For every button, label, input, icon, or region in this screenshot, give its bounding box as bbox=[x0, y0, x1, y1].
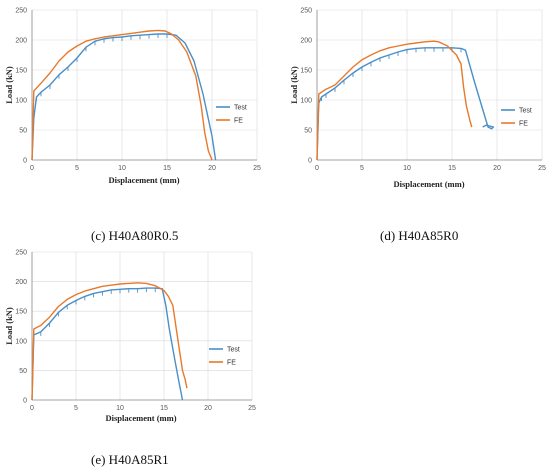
y-tick-label-d-2: 100 bbox=[300, 98, 312, 105]
series-line-fe-c bbox=[31, 29, 213, 161]
x-tick-label-c-3: 15 bbox=[163, 165, 171, 172]
chart-panel-d: 0 50 100 150 200 250 0 5 10 15 20 25 Test FE Load (kN… bbox=[285, 0, 550, 195]
x-tick-label-c-0: 0 bbox=[30, 165, 34, 172]
x-tick-label-e-2: 10 bbox=[116, 405, 124, 412]
plot-area-d: 0 50 100 150 200 250 0 5 10 15 20 25 Test FE bbox=[300, 8, 546, 173]
legend-label-fe-d: FE bbox=[519, 121, 528, 128]
y-tick-label-e-2: 100 bbox=[15, 338, 27, 345]
y-axis-title-d: Load (kN) bbox=[289, 66, 299, 104]
y-tick-label-c-1: 50 bbox=[19, 128, 27, 135]
y-tick-label-d-4: 200 bbox=[300, 38, 312, 45]
y-tick-label-d-0: 0 bbox=[308, 158, 312, 165]
y-tick-label-e-0: 0 bbox=[23, 398, 27, 405]
legend-label-fe-e: FE bbox=[227, 360, 236, 367]
chart-d: 0 50 100 150 200 250 0 5 10 15 20 25 Test FE Load (kN… bbox=[289, 8, 546, 190]
x-tick-label-d-0: 0 bbox=[315, 165, 319, 172]
legend-label-test-d: Test bbox=[519, 108, 532, 115]
y-axis-title-c: Load (kN) bbox=[4, 66, 14, 104]
x-tick-label-d-3: 15 bbox=[448, 165, 456, 172]
series-line-test-c bbox=[31, 33, 217, 161]
caption-c: (c) H40A80R0.5 bbox=[91, 228, 179, 243]
x-tick-label-d-5: 25 bbox=[538, 165, 546, 172]
caption-e: (e) H40A85R1 bbox=[91, 452, 169, 467]
x-tick-label-e-0: 0 bbox=[30, 405, 34, 412]
legend-label-test-c: Test bbox=[234, 105, 247, 112]
y-tick-label-e-1: 50 bbox=[19, 368, 27, 375]
plot-area-c: 0 50 100 150 200 250 0 5 10 15 20 25 Test FE bbox=[15, 8, 261, 173]
y-tick-label-c-0: 0 bbox=[23, 158, 27, 165]
y-tick-label-d-3: 150 bbox=[300, 68, 312, 75]
x-tick-label-d-1: 5 bbox=[360, 165, 364, 172]
series-line-test-d bbox=[316, 47, 495, 161]
x-axis-title-c: Displacement (mm) bbox=[108, 175, 179, 185]
caption-d: (d) H40A85R0 bbox=[380, 228, 459, 243]
chart-panel-c: 0 50 100 150 200 250 0 5 10 15 20 25 Test FE Load (kN… bbox=[0, 0, 275, 195]
y-tick-label-c-3: 150 bbox=[15, 68, 27, 75]
y-tick-label-c-4: 200 bbox=[15, 38, 27, 45]
legend-label-fe-c: FE bbox=[234, 118, 243, 125]
x-tick-label-e-5: 25 bbox=[248, 405, 256, 412]
y-tick-label-e-4: 200 bbox=[15, 279, 27, 286]
series-line-test-e bbox=[31, 287, 184, 401]
series-line-fe-d bbox=[316, 40, 473, 161]
x-tick-label-c-4: 20 bbox=[208, 165, 216, 172]
x-tick-label-d-2: 10 bbox=[403, 165, 411, 172]
x-tick-label-d-4: 20 bbox=[493, 165, 501, 172]
chart-e: 0 50 100 150 200 250 0 5 10 15 20 25 Test FE Load (kN… bbox=[4, 250, 256, 424]
y-axis-title-e: Load (kN) bbox=[4, 307, 14, 345]
chart-panel-e: 0 50 100 150 200 250 0 5 10 15 20 25 Test FE Load (kN… bbox=[0, 245, 275, 430]
x-tick-label-c-2: 10 bbox=[118, 165, 126, 172]
y-tick-label-e-3: 150 bbox=[15, 309, 27, 316]
x-tick-label-c-1: 5 bbox=[75, 165, 79, 172]
y-tick-label-c-5: 250 bbox=[15, 8, 27, 15]
plot-area-e: 0 50 100 150 200 250 0 5 10 15 20 25 Test FE bbox=[15, 250, 256, 413]
x-axis-title-d: Displacement (mm) bbox=[393, 179, 464, 189]
y-tick-label-c-2: 100 bbox=[15, 98, 27, 105]
x-tick-label-e-3: 15 bbox=[160, 405, 168, 412]
x-tick-label-e-4: 20 bbox=[204, 405, 212, 412]
series-line-fe-e bbox=[31, 282, 188, 401]
y-tick-label-d-1: 50 bbox=[304, 128, 312, 135]
y-tick-label-d-5: 250 bbox=[300, 8, 312, 15]
chart-c: 0 50 100 150 200 250 0 5 10 15 20 25 Test FE Load (kN… bbox=[4, 8, 261, 186]
legend-label-test-e: Test bbox=[227, 347, 240, 354]
x-axis-title-e: Displacement (mm) bbox=[105, 413, 176, 423]
y-tick-label-e-5: 250 bbox=[15, 250, 27, 257]
x-tick-label-c-5: 25 bbox=[253, 165, 261, 172]
x-tick-label-e-1: 5 bbox=[74, 405, 78, 412]
